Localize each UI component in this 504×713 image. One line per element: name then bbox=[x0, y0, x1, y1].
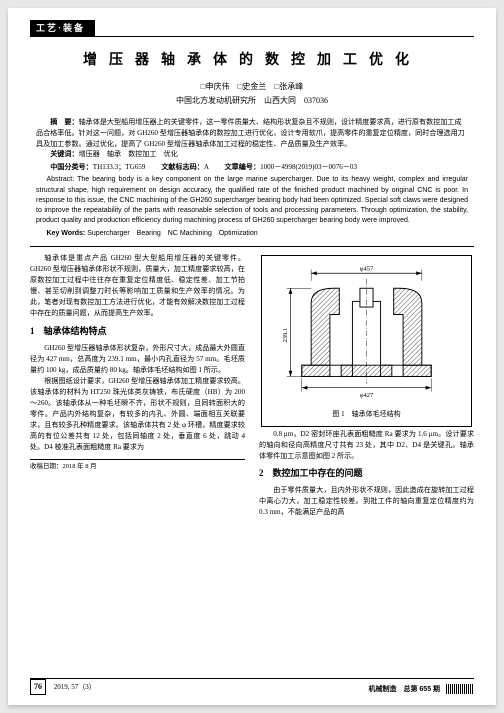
para-intro: 轴承体是重点产品 GH260 型大型船用增压器的关键零件。GH260 型增压器轴… bbox=[30, 253, 245, 319]
right-column: φ457 bbox=[259, 253, 474, 518]
abstract-en: Abstract: The bearing body is a key comp… bbox=[36, 175, 468, 226]
para-struct-1: GH260 型增压器轴承体形状复杂，外形尺寸大，成品最大外圆直径为 427 mm… bbox=[30, 343, 245, 376]
para-right-2: 由于零件质量大，且内外形状不规则，因此造成在旋转加工过程中离心力大，加工稳定性较… bbox=[259, 485, 474, 518]
dim-top-text: φ457 bbox=[360, 265, 374, 272]
footer-right-text: 机械制造 总第 655 期 bbox=[368, 686, 440, 693]
affiliation: 中国北方发动机研究所 山西大同 037036 bbox=[30, 95, 474, 107]
received-date: 收稿日期：2018 年 8 月 bbox=[30, 459, 245, 472]
section-rule bbox=[30, 36, 474, 37]
page-number: 76 bbox=[30, 679, 46, 695]
divider bbox=[30, 246, 474, 247]
article-no-label: 文章编号： bbox=[225, 163, 260, 171]
heading-1: 1 轴承体结构特点 bbox=[30, 325, 245, 339]
abstract-text: 轴承体是大型船用增压器上的关键零件，这一零件质量大、结构形状复杂且不规则，设计精… bbox=[36, 118, 465, 148]
heading-2: 2 数控加工中存在的问题 bbox=[259, 467, 474, 481]
footer-right: 机械制造 总第 655 期 bbox=[368, 684, 474, 695]
figure-1-caption: 图 1 轴承体毛坯结构 bbox=[268, 409, 465, 420]
left-column: 轴承体是重点产品 GH260 型大型船用增压器的关键零件。GH260 型增压器轴… bbox=[30, 253, 245, 518]
authors: □申庆伟 □史金兰 □张承峰 bbox=[30, 81, 474, 93]
para-struct-2: 根据图纸设计要求，GH260 型增压器轴承体加工精度要求较高。该轴承体的材料为 … bbox=[30, 376, 245, 453]
kw-en-label: Key Words: bbox=[47, 230, 86, 237]
page: 工艺·装备 增压器轴承体的数控加工优化 □申庆伟 □史金兰 □张承峰 中国北方发… bbox=[8, 8, 496, 705]
doc-code-value: A bbox=[204, 163, 209, 171]
doc-code-label: 文献标志码： bbox=[161, 163, 204, 171]
dim-bot-text: φ427 bbox=[360, 392, 374, 399]
footer-left: 76 2019, 57（3） bbox=[30, 679, 96, 695]
article-no-value: 1000－4998(2019)03－0076－03 bbox=[260, 163, 357, 171]
page-footer: 76 2019, 57（3） 机械制造 总第 655 期 bbox=[30, 679, 474, 695]
section-header: 工艺·装备 bbox=[30, 20, 474, 37]
dim-height-text: 239.1 bbox=[282, 328, 289, 343]
kw-text: 增压器 轴承 数控加工 优化 bbox=[79, 150, 178, 158]
keywords-cn: 关键词：增压器 轴承 数控加工 优化 bbox=[36, 149, 468, 160]
footer-left-text: 2019, 57（3） bbox=[54, 683, 96, 691]
body-columns: 轴承体是重点产品 GH260 型大型船用增压器的关键零件。GH260 型增压器轴… bbox=[30, 253, 474, 518]
article-title: 增压器轴承体的数控加工优化 bbox=[30, 51, 474, 71]
para-right-1: 0.8 μm，D2 密封环座孔表面粗糙度 Ra 要求为 1.6 μm。设计要求的… bbox=[259, 429, 474, 462]
keywords-en: Key Words: Supercharger Bearing NC Machi… bbox=[36, 229, 468, 240]
figure-1: φ457 bbox=[261, 255, 472, 427]
abstract-block: 摘 要：轴承体是大型船用增压器上的关键零件，这一零件质量大、结构形状复杂且不规则… bbox=[30, 117, 474, 240]
barcode-icon bbox=[446, 684, 474, 694]
section-label: 工艺·装备 bbox=[30, 20, 95, 37]
kw-label: 关键词： bbox=[50, 150, 78, 158]
abstract-cn: 摘 要：轴承体是大型船用增压器上的关键零件，这一零件质量大、结构形状复杂且不规则… bbox=[36, 117, 468, 150]
kw-en-text: Supercharger Bearing NC Machining Optimi… bbox=[87, 230, 257, 237]
clc-line: 中国分类号：TH133.3；TG659 文献标志码：A 文章编号：1000－49… bbox=[36, 162, 468, 173]
clc-value: TH133.3；TG659 bbox=[93, 163, 146, 171]
clc-label: 中国分类号： bbox=[50, 163, 93, 171]
abstract-label: 摘 要： bbox=[50, 118, 78, 126]
figure-1-svg: φ457 bbox=[268, 262, 465, 403]
